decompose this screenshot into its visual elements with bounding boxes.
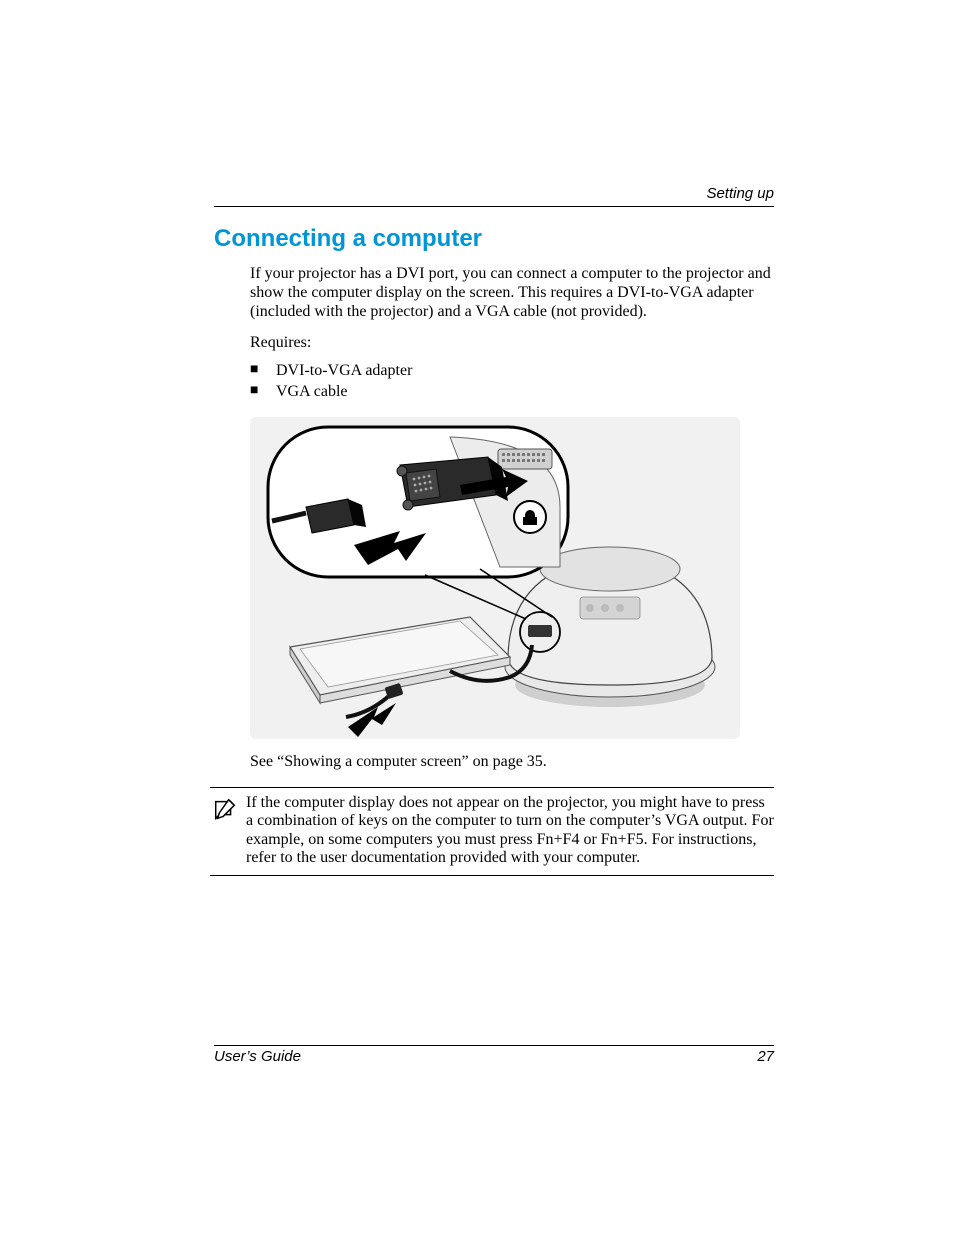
figure-caption: See “Showing a computer screen” on page … (250, 753, 774, 771)
running-header: Setting up (214, 185, 774, 206)
requires-list: DVI-to-VGA adapter VGA cable (250, 360, 774, 403)
requires-label: Requires: (250, 334, 774, 352)
footer-page-number: 27 (757, 1048, 774, 1065)
footer-rule (214, 1045, 774, 1046)
figure-illustration (250, 417, 740, 739)
footer-guide-label: User’s Guide (214, 1048, 301, 1065)
page-content: Setting up Connecting a computer If your… (214, 185, 774, 1065)
page-footer: User’s Guide 27 (214, 1045, 774, 1065)
body-content: If your projector has a DVI port, you ca… (250, 265, 774, 771)
intro-paragraph: If your projector has a DVI port, you ca… (250, 265, 774, 322)
section-heading: Connecting a computer (214, 225, 774, 253)
note-box: If the computer display does not appear … (210, 787, 774, 877)
list-item: DVI-to-VGA adapter (250, 360, 774, 382)
note-icon (210, 794, 240, 868)
header-rule (214, 206, 774, 207)
list-item: VGA cable (250, 381, 774, 403)
connection-figure (250, 417, 740, 739)
note-text: If the computer display does not appear … (240, 794, 774, 868)
